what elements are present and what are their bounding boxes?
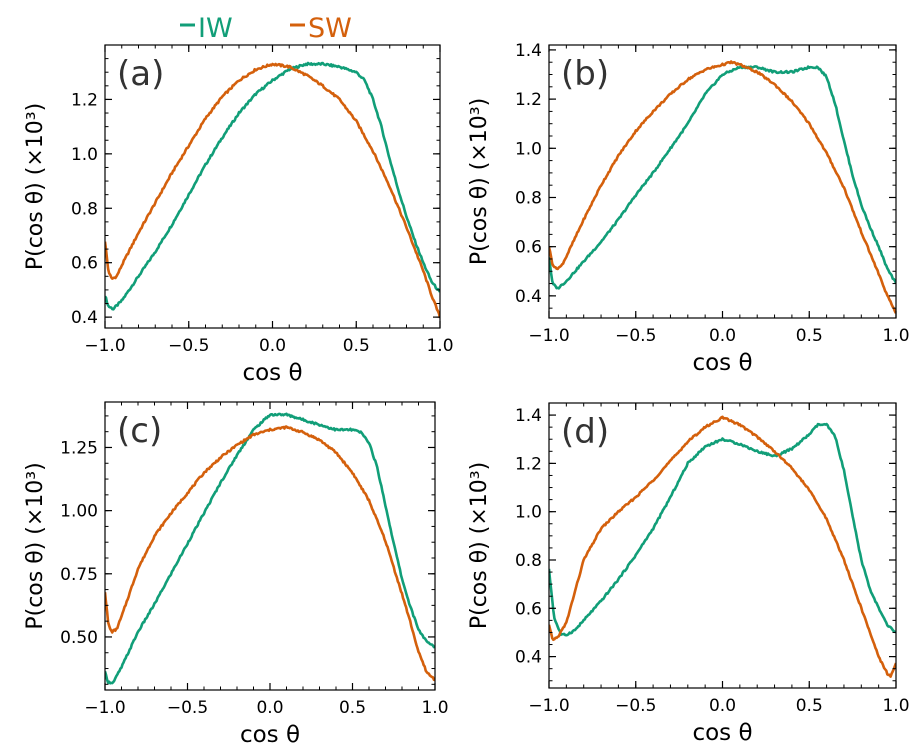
x-tick-label: −1.0: [84, 698, 125, 718]
y-axis-label: P(cos θ) (×10³): [23, 103, 48, 270]
x-tick-label: 0.5: [343, 336, 370, 356]
x-tick-label: −1.0: [528, 326, 569, 346]
x-tick-label: −0.5: [615, 696, 656, 716]
panel-b: −1.0 −0.5 0.0 0.5 1.0 0.4 0.6 0.8 1.0 1.2 1.4 cos θ…: [467, 41, 910, 376]
legend-label-sw: SW: [308, 13, 352, 44]
x-tick-label: 0.5: [339, 698, 366, 718]
series-line-iw: [549, 422, 896, 637]
y-axis-label: P(cos θ) (×10³): [467, 462, 492, 629]
panel-label: (b): [561, 54, 609, 94]
series-line-iw: [549, 65, 896, 290]
x-axis-label: cos θ: [692, 350, 752, 376]
series-line-sw: [549, 60, 896, 314]
x-tick-label: 1.0: [882, 696, 909, 716]
x-tick-label: 1.0: [882, 326, 909, 346]
y-tick-label: 1.4: [515, 41, 542, 61]
panel-label: (d): [561, 412, 609, 452]
panel-label: (c): [117, 411, 162, 451]
x-tick-label: −0.5: [167, 698, 208, 718]
series-line-iw: [105, 61, 440, 311]
legend: IW SW: [180, 13, 352, 44]
x-tick-label: 0.5: [796, 326, 823, 346]
x-tick-label: 1.0: [426, 336, 453, 356]
x-tick-label: 0.0: [259, 336, 286, 356]
y-tick-label: 1.2: [515, 90, 542, 110]
y-tick-label: 0.8: [515, 551, 542, 571]
y-tick-label: 1.0: [515, 503, 542, 523]
y-tick-label: 1.2: [515, 454, 542, 474]
x-tick-label: −1.0: [528, 696, 569, 716]
x-tick-label: −0.5: [168, 336, 209, 356]
panel-a: −1.0 −0.5 0.0 0.5 1.0 0.4 0.6 0.8 1.0 1.2 cos θ P(c…: [23, 44, 454, 386]
y-tick-label: 0.6: [71, 254, 98, 274]
x-tick-label: −0.5: [615, 326, 656, 346]
x-tick-label: −1.0: [84, 336, 125, 356]
y-tick-label: 0.8: [71, 199, 98, 219]
y-tick-label: 1.2: [71, 90, 98, 110]
x-tick-label: 0.0: [256, 698, 283, 718]
y-tick-label: 1.25: [60, 438, 98, 458]
series-line-sw: [105, 425, 435, 682]
panel-label: (a): [117, 54, 164, 94]
x-tick-label: 0.5: [796, 696, 823, 716]
x-axis-label: cos θ: [242, 360, 302, 386]
x-axis-label: cos θ: [240, 722, 300, 748]
y-tick-label: 1.4: [515, 406, 542, 426]
x-tick-label: 0.0: [709, 696, 736, 716]
y-tick-label: 0.6: [515, 599, 542, 619]
y-tick-label: 0.4: [71, 308, 98, 328]
panel-c: −1.0 −0.5 0.0 0.5 1.0 0.50 0.75 1.00 1.25 cos θ P(…: [23, 401, 449, 748]
y-tick-label: 0.50: [60, 628, 98, 648]
y-tick-label: 0.75: [60, 565, 98, 585]
series-line-sw: [105, 62, 440, 319]
series-line-iw: [105, 412, 435, 685]
x-axis-label: cos θ: [692, 720, 752, 746]
y-tick-label: 0.8: [515, 188, 542, 208]
y-axis-label: P(cos θ) (×10³): [23, 462, 48, 629]
y-tick-label: 0.6: [515, 238, 542, 258]
y-tick-label: 0.4: [515, 287, 542, 307]
legend-label-iw: IW: [198, 13, 233, 44]
y-tick-label: 1.00: [60, 502, 98, 522]
y-axis-label: P(cos θ) (×10³): [467, 98, 492, 265]
y-tick-label: 0.4: [515, 648, 542, 668]
x-tick-label: 1.0: [421, 698, 448, 718]
series-line-sw: [549, 415, 896, 678]
y-tick-label: 1.0: [71, 145, 98, 165]
y-tick-label: 1.0: [515, 139, 542, 159]
panel-d: −1.0 −0.5 0.0 0.5 1.0 0.4 0.6 0.8 1.0 1.2 1.4 cos θ…: [467, 402, 910, 746]
x-tick-label: 0.0: [709, 326, 736, 346]
